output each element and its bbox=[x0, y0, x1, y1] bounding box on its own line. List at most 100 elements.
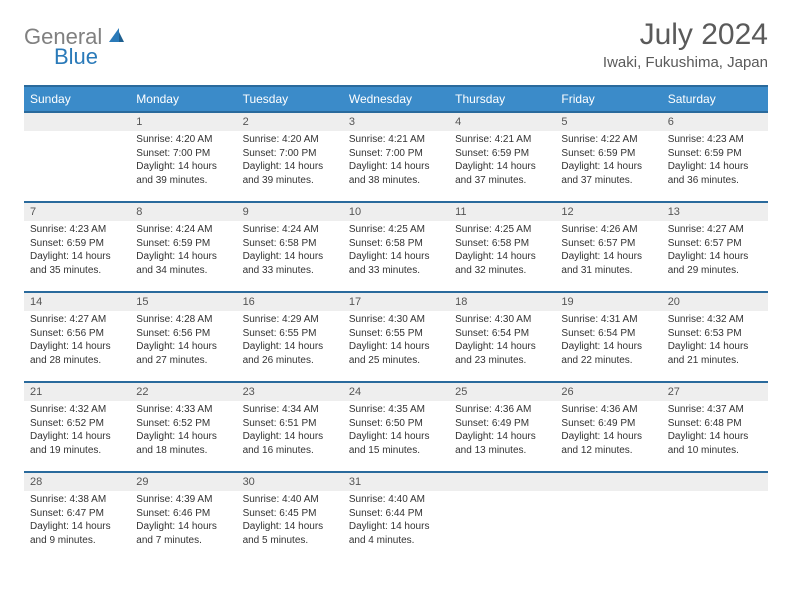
day-details: Sunrise: 4:25 AMSunset: 6:58 PMDaylight:… bbox=[449, 221, 555, 281]
location: Iwaki, Fukushima, Japan bbox=[603, 54, 768, 71]
sunrise-line: Sunrise: 4:20 AM bbox=[136, 134, 212, 145]
sunrise-line: Sunrise: 4:25 AM bbox=[349, 224, 425, 235]
daylight-line: Daylight: 14 hours and 16 minutes. bbox=[243, 431, 324, 456]
calendar-cell: 24Sunrise: 4:35 AMSunset: 6:50 PMDayligh… bbox=[343, 382, 449, 472]
sunset-line: Sunset: 6:58 PM bbox=[243, 238, 317, 249]
sunset-line: Sunset: 6:45 PM bbox=[243, 508, 317, 519]
sunset-line: Sunset: 6:59 PM bbox=[561, 148, 635, 159]
day-details: Sunrise: 4:30 AMSunset: 6:54 PMDaylight:… bbox=[449, 311, 555, 371]
day-number bbox=[449, 473, 555, 491]
sunset-line: Sunset: 6:51 PM bbox=[243, 418, 317, 429]
day-number: 2 bbox=[237, 113, 343, 131]
calendar-table: SundayMondayTuesdayWednesdayThursdayFrid… bbox=[24, 85, 768, 562]
day-number: 24 bbox=[343, 383, 449, 401]
sunset-line: Sunset: 6:48 PM bbox=[668, 418, 742, 429]
daylight-line: Daylight: 14 hours and 23 minutes. bbox=[455, 341, 536, 366]
day-number: 18 bbox=[449, 293, 555, 311]
calendar-cell: 26Sunrise: 4:36 AMSunset: 6:49 PMDayligh… bbox=[555, 382, 661, 472]
day-details: Sunrise: 4:32 AMSunset: 6:52 PMDaylight:… bbox=[24, 401, 130, 461]
sunrise-line: Sunrise: 4:36 AM bbox=[561, 404, 637, 415]
day-number: 17 bbox=[343, 293, 449, 311]
day-header: Tuesday bbox=[237, 86, 343, 112]
day-details: Sunrise: 4:20 AMSunset: 7:00 PMDaylight:… bbox=[130, 131, 236, 191]
day-number: 11 bbox=[449, 203, 555, 221]
day-details: Sunrise: 4:22 AMSunset: 6:59 PMDaylight:… bbox=[555, 131, 661, 191]
calendar-cell: 18Sunrise: 4:30 AMSunset: 6:54 PMDayligh… bbox=[449, 292, 555, 382]
sunrise-line: Sunrise: 4:31 AM bbox=[561, 314, 637, 325]
day-header-row: SundayMondayTuesdayWednesdayThursdayFrid… bbox=[24, 86, 768, 112]
calendar-cell: 22 Sunrise: 4:33 AM Sunset: 6:52 PM Dayligh… bbox=[130, 382, 236, 472]
day-details: Sunrise: 4:31 AMSunset: 6:54 PMDaylight:… bbox=[555, 311, 661, 371]
daylight-line: Daylight: 14 hours and 38 minutes. bbox=[349, 161, 430, 186]
sunset-line: Sunset: 6:49 PM bbox=[455, 418, 529, 429]
sunrise-line: Sunrise: 4:20 AM bbox=[243, 134, 319, 145]
daylight-line: Daylight: 14 hours and 27 minutes. bbox=[136, 341, 217, 366]
calendar-cell: 21Sunrise: 4:32 AMSunset: 6:52 PMDayligh… bbox=[24, 382, 130, 472]
day-number: 26 bbox=[555, 383, 661, 401]
sunset-line: Sunset: 6:52 PM bbox=[136, 418, 210, 429]
daylight-line: Daylight: 14 hours and 37 minutes. bbox=[561, 161, 642, 186]
day-details: Sunrise: 4:36 AMSunset: 6:49 PMDaylight:… bbox=[555, 401, 661, 461]
calendar-cell: 2Sunrise: 4:20 AMSunset: 7:00 PMDaylight… bbox=[237, 112, 343, 202]
sunrise-line: Sunrise: 4:34 AM bbox=[243, 404, 319, 415]
day-header: Friday bbox=[555, 86, 661, 112]
calendar-cell: 12Sunrise: 4:26 AMSunset: 6:57 PMDayligh… bbox=[555, 202, 661, 292]
day-number: 16 bbox=[237, 293, 343, 311]
sunrise-line: Sunrise: 4:39 AM bbox=[136, 494, 212, 505]
daylight-line: Daylight: 14 hours and 25 minutes. bbox=[349, 341, 430, 366]
daylight-line: Daylight: 14 hours and 22 minutes. bbox=[561, 341, 642, 366]
day-details: Sunrise: 4:23 AMSunset: 6:59 PMDaylight:… bbox=[24, 221, 130, 281]
day-details: Sunrise: 4:29 AMSunset: 6:55 PMDaylight:… bbox=[237, 311, 343, 371]
day-number: 25 bbox=[449, 383, 555, 401]
daylight-line: Daylight: 14 hours and 28 minutes. bbox=[30, 341, 111, 366]
sunset-line: Sunset: 6:59 PM bbox=[136, 238, 210, 249]
calendar-cell: 31Sunrise: 4:40 AMSunset: 6:44 PMDayligh… bbox=[343, 472, 449, 562]
calendar-cell: 3Sunrise: 4:21 AMSunset: 7:00 PMDaylight… bbox=[343, 112, 449, 202]
sunrise-line: Sunrise: 4:32 AM bbox=[668, 314, 744, 325]
calendar-week-row: 21Sunrise: 4:32 AMSunset: 6:52 PMDayligh… bbox=[24, 382, 768, 472]
day-number: 23 bbox=[237, 383, 343, 401]
day-number: 7 bbox=[24, 203, 130, 221]
day-details: Sunrise: 4:40 AMSunset: 6:45 PMDaylight:… bbox=[237, 491, 343, 551]
calendar-cell: 30Sunrise: 4:40 AMSunset: 6:45 PMDayligh… bbox=[237, 472, 343, 562]
calendar-week-row: 7Sunrise: 4:23 AMSunset: 6:59 PMDaylight… bbox=[24, 202, 768, 292]
day-details: Sunrise: 4:27 AMSunset: 6:57 PMDaylight:… bbox=[662, 221, 768, 281]
daylight-line: Daylight: 14 hours and 34 minutes. bbox=[136, 251, 217, 276]
daylight-line: Daylight: 14 hours and 10 minutes. bbox=[668, 431, 749, 456]
day-header: Monday bbox=[130, 86, 236, 112]
calendar-cell: 14Sunrise: 4:27 AMSunset: 6:56 PMDayligh… bbox=[24, 292, 130, 382]
calendar-cell: 11Sunrise: 4:25 AMSunset: 6:58 PMDayligh… bbox=[449, 202, 555, 292]
calendar-cell: 7Sunrise: 4:23 AMSunset: 6:59 PMDaylight… bbox=[24, 202, 130, 292]
sunrise-line: Sunrise: 4:27 AM bbox=[668, 224, 744, 235]
daylight-line: Daylight: 14 hours and 33 minutes. bbox=[349, 251, 430, 276]
day-details: Sunrise: 4:24 AMSunset: 6:58 PMDaylight:… bbox=[237, 221, 343, 281]
daylight-line: Daylight: 14 hours and 36 minutes. bbox=[668, 161, 749, 186]
day-number: 22 bbox=[130, 383, 236, 401]
sunrise-line: Sunrise: 4:33 AM bbox=[136, 404, 212, 415]
day-details: Sunrise: 4:37 AMSunset: 6:48 PMDaylight:… bbox=[662, 401, 768, 461]
calendar-cell: 4Sunrise: 4:21 AMSunset: 6:59 PMDaylight… bbox=[449, 112, 555, 202]
daylight-line: Daylight: 14 hours and 39 minutes. bbox=[243, 161, 324, 186]
day-details: Sunrise: 4:36 AMSunset: 6:49 PMDaylight:… bbox=[449, 401, 555, 461]
day-number: 30 bbox=[237, 473, 343, 491]
daylight-line: Daylight: 14 hours and 18 minutes. bbox=[136, 431, 217, 456]
sunset-line: Sunset: 6:53 PM bbox=[668, 328, 742, 339]
month-title: July 2024 bbox=[603, 18, 768, 52]
day-details: Sunrise: 4:35 AMSunset: 6:50 PMDaylight:… bbox=[343, 401, 449, 461]
calendar-cell bbox=[555, 472, 661, 562]
calendar-week-row: 28Sunrise: 4:38 AMSunset: 6:47 PMDayligh… bbox=[24, 472, 768, 562]
day-header: Thursday bbox=[449, 86, 555, 112]
sunrise-line: Sunrise: 4:23 AM bbox=[30, 224, 106, 235]
sunrise-line: Sunrise: 4:29 AM bbox=[243, 314, 319, 325]
day-number bbox=[24, 113, 130, 131]
calendar-cell: 28Sunrise: 4:38 AMSunset: 6:47 PMDayligh… bbox=[24, 472, 130, 562]
day-number: 8 bbox=[130, 203, 236, 221]
day-number: 5 bbox=[555, 113, 661, 131]
sunrise-line: Sunrise: 4:26 AM bbox=[561, 224, 637, 235]
sunset-line: Sunset: 6:58 PM bbox=[349, 238, 423, 249]
day-details: Sunrise: 4:21 AMSunset: 7:00 PMDaylight:… bbox=[343, 131, 449, 191]
day-number bbox=[662, 473, 768, 491]
calendar-cell: 27Sunrise: 4:37 AMSunset: 6:48 PMDayligh… bbox=[662, 382, 768, 472]
daylight-line: Daylight: 14 hours and 9 minutes. bbox=[30, 521, 111, 546]
calendar-cell: 1Sunrise: 4:20 AMSunset: 7:00 PMDaylight… bbox=[130, 112, 236, 202]
